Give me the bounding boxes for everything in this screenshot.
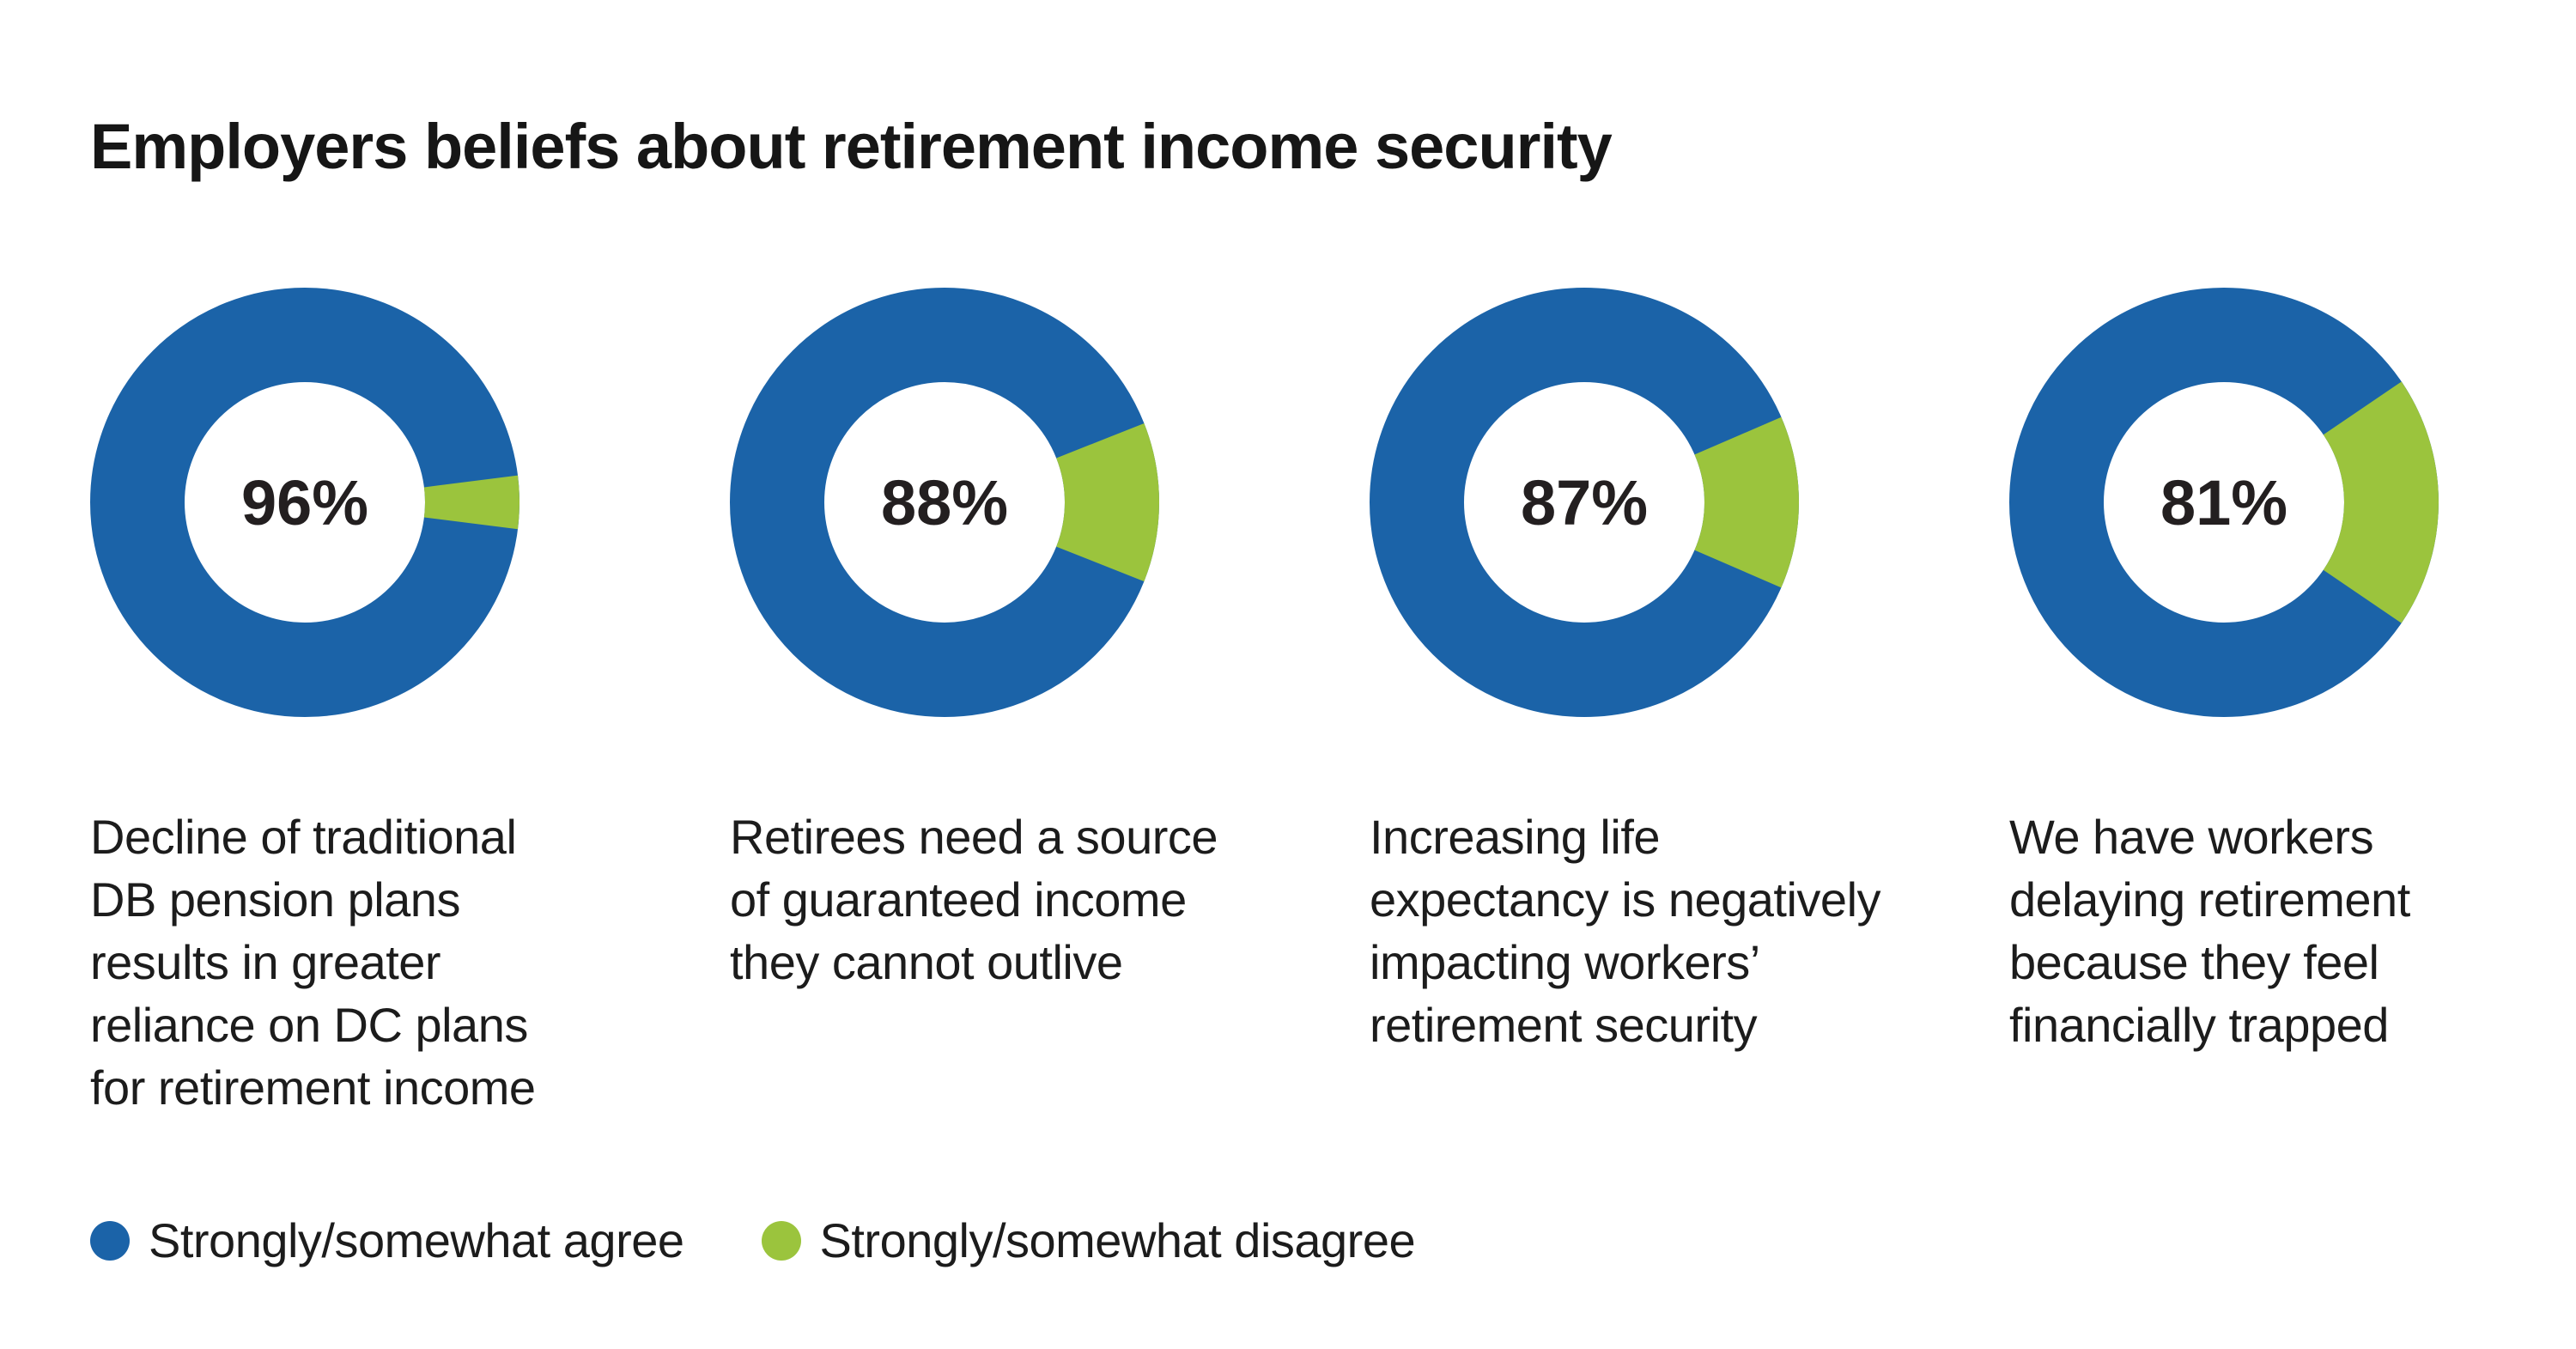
belief-column-2: 88% Retirees need a source of guaranteed…: [730, 288, 1297, 994]
page-title: Employers beliefs about retirement incom…: [90, 110, 1613, 182]
legend-item-agree: Strongly/somewhat agree: [90, 1212, 684, 1268]
legend-label: Strongly/somewhat disagree: [819, 1213, 1416, 1267]
belief-column-4: 81% We have workers delaying retirement …: [2009, 288, 2576, 1056]
donut-chart-3: 87%: [1370, 288, 1799, 717]
belief-column-3: 87% Increasing life expectancy is negati…: [1370, 288, 1936, 1056]
agree-dot-icon: [90, 1220, 130, 1261]
donut-ring: [2009, 288, 2439, 717]
donut-caption: Decline of traditional DB pension plans …: [90, 810, 536, 1115]
donut-ring: [1370, 288, 1799, 717]
donut-value-label: 96%: [240, 466, 369, 538]
donut-caption: We have workers delaying retirement beca…: [2009, 810, 2410, 1052]
donut-value-label: 81%: [2160, 466, 2288, 538]
belief-column-1: 96% Decline of traditional DB pension pl…: [90, 288, 657, 1119]
donut-ring: [730, 288, 1159, 717]
donut-value-label: 88%: [880, 466, 1009, 538]
donut-value-label: 87%: [1520, 466, 1649, 538]
donut-caption: Increasing life expectancy is negatively…: [1370, 810, 1881, 1052]
legend-label: Strongly/somewhat agree: [149, 1213, 684, 1267]
donut-chart-1: 96%: [90, 288, 519, 717]
donut-chart-4: 81%: [2009, 288, 2439, 717]
disagree-dot-icon: [761, 1220, 801, 1261]
donut-caption: Retirees need a source of guaranteed inc…: [730, 810, 1218, 989]
legend-item-disagree: Strongly/somewhat disagree: [761, 1212, 1416, 1268]
donut-ring: [90, 288, 519, 717]
chart-legend: Strongly/somewhat agree Strongly/somewha…: [90, 1212, 1416, 1268]
donut-chart-2: 88%: [730, 288, 1159, 717]
